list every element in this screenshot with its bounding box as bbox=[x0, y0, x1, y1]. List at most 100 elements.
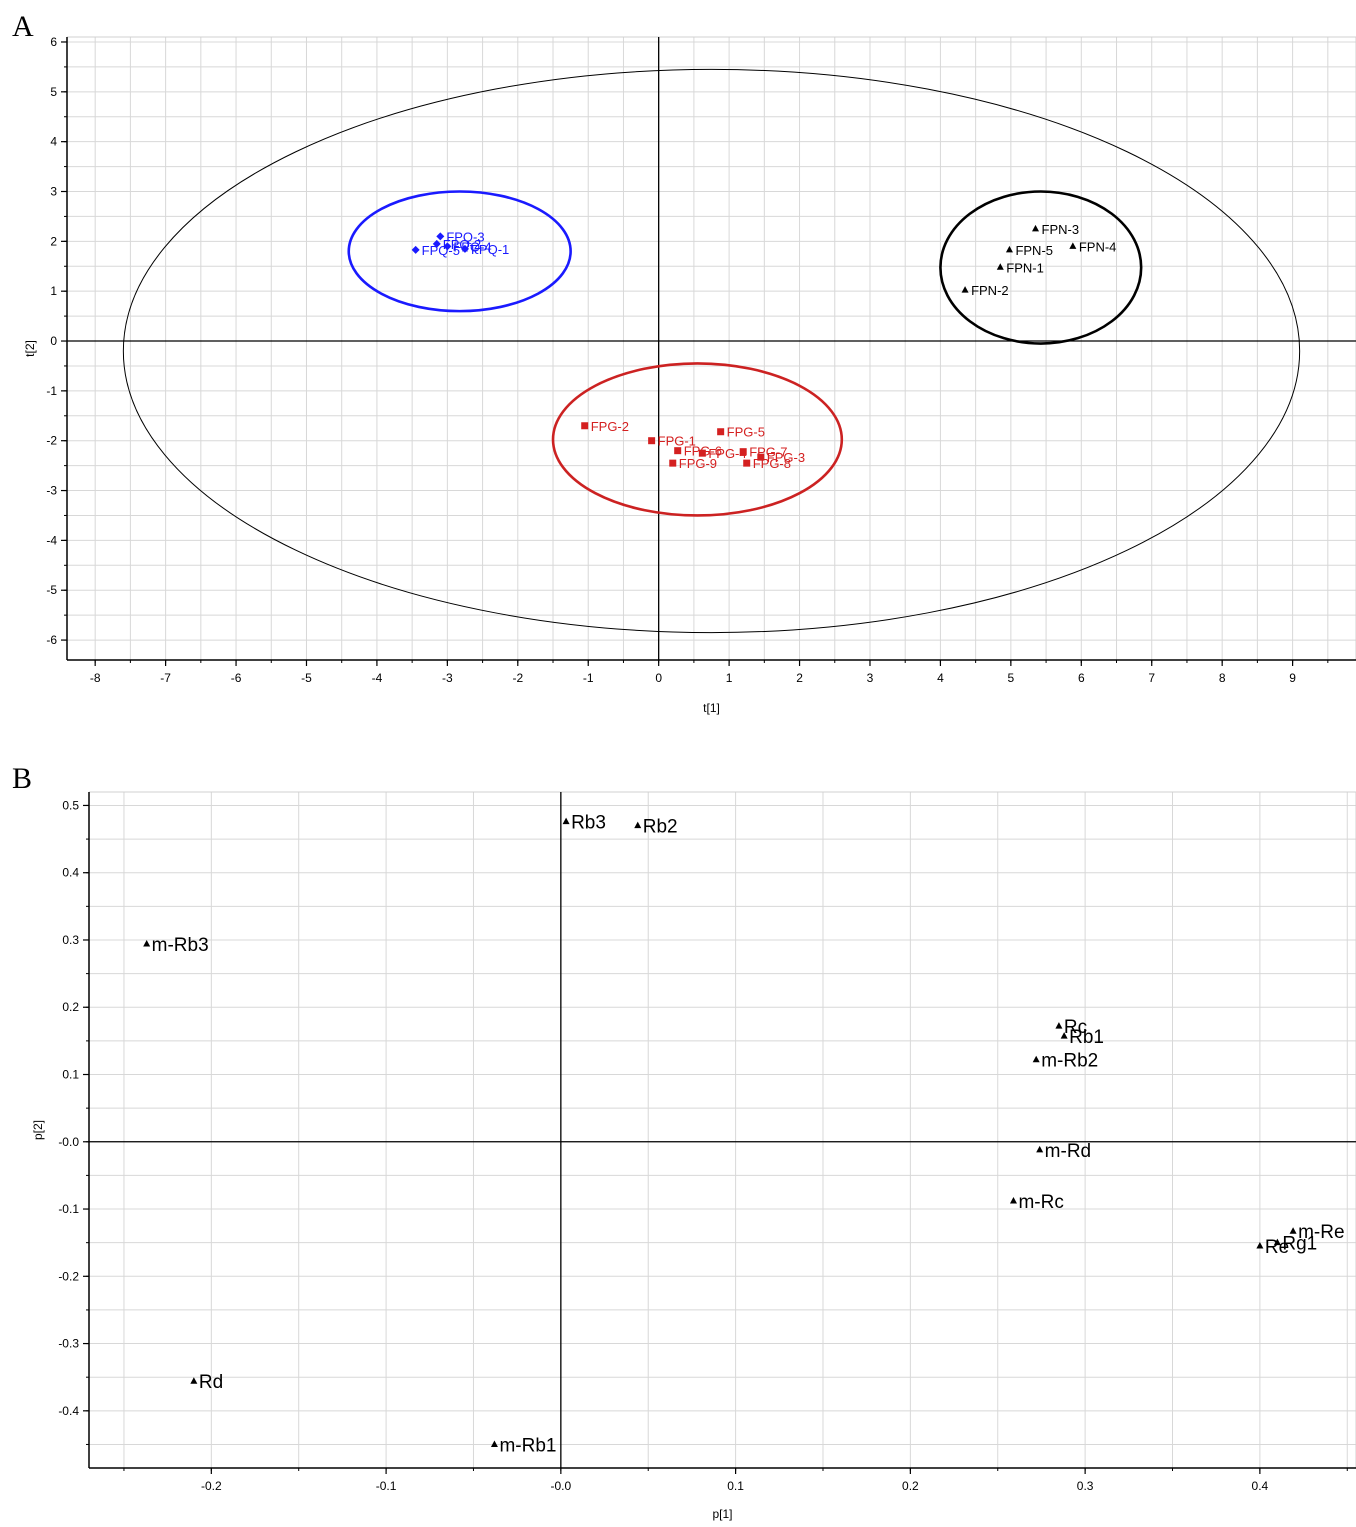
grid-lines bbox=[67, 37, 1356, 660]
x-axis-title: t[1] bbox=[703, 701, 720, 715]
data-point-label: FPG-2 bbox=[591, 419, 629, 434]
x-tick-label: -4 bbox=[372, 671, 383, 685]
data-point-label: FPN-3 bbox=[1042, 222, 1080, 237]
data-point-label: m-Re bbox=[1298, 1222, 1344, 1243]
y-tick-label: 0.2 bbox=[62, 1000, 79, 1014]
y-tick-label: 0.4 bbox=[62, 866, 79, 880]
data-point-marker bbox=[190, 1377, 198, 1384]
data-point-label: FPQ-2 bbox=[443, 237, 481, 252]
data-point-label: FPQ-3 bbox=[446, 229, 484, 244]
data-point-label: FPG-5 bbox=[727, 425, 765, 440]
x-tick-label: 0.3 bbox=[1077, 1479, 1094, 1493]
score-plot-chart: -8 -7 -6 -5 -4 -3 -2 -1 0 1 2 3 4 5 6 7 8 9 6 5 4 3 2 1 0 -1 -2 -3 -… bbox=[23, 35, 1356, 715]
y-tick-label: -5 bbox=[46, 583, 57, 597]
data-point-label: FPN-4 bbox=[1079, 239, 1117, 254]
data-point-label: FPN-1 bbox=[1006, 260, 1044, 275]
x-tick-label: -3 bbox=[442, 671, 453, 685]
x-tick-label: -1 bbox=[583, 671, 594, 685]
x-tick-label: 5 bbox=[1008, 671, 1015, 685]
data-point-label: Rg1 bbox=[1282, 1234, 1317, 1255]
x-tick-label: 7 bbox=[1148, 671, 1155, 685]
data-point-marker bbox=[1036, 1145, 1044, 1153]
data-point-label: FPQ-5 bbox=[422, 243, 460, 258]
data-point-marker bbox=[743, 459, 751, 467]
data-point-marker bbox=[581, 422, 589, 430]
data-point-marker bbox=[1055, 1022, 1063, 1029]
data-point-marker bbox=[1005, 245, 1013, 253]
y-tick-label: -0.1 bbox=[58, 1202, 79, 1216]
data-point-marker bbox=[1069, 242, 1077, 249]
panel-label-a: A bbox=[12, 10, 34, 43]
data-point-label: FPG-9 bbox=[679, 456, 717, 471]
data-point-marker bbox=[1032, 224, 1040, 232]
data-point-label: Rb1 bbox=[1069, 1027, 1104, 1048]
data-point-marker bbox=[436, 232, 445, 241]
data-point-label: Rb2 bbox=[643, 817, 678, 838]
data-point-marker bbox=[961, 286, 969, 293]
data-point-label: FPG-1 bbox=[658, 434, 696, 449]
x-tick-label: 0.4 bbox=[1252, 1479, 1269, 1493]
y-tick-label: -0.2 bbox=[58, 1269, 79, 1283]
data-point-marker bbox=[1060, 1032, 1068, 1039]
data-point-marker bbox=[757, 453, 765, 461]
x-tick-label: 6 bbox=[1078, 671, 1085, 685]
y-tick-label: -1 bbox=[46, 384, 57, 398]
hotelling-t2-ellipse bbox=[122, 68, 1301, 634]
y-tick-label: -0.0 bbox=[58, 1135, 79, 1149]
data-point-marker bbox=[669, 459, 677, 467]
data-point-marker bbox=[1273, 1238, 1281, 1246]
data-point-label: FPG-4 bbox=[708, 446, 746, 461]
y-tick-label: -0.4 bbox=[58, 1404, 79, 1418]
data-point-label: FPG-8 bbox=[753, 456, 791, 471]
data-point-marker bbox=[717, 428, 725, 436]
y-tick-label: 0.1 bbox=[62, 1068, 79, 1082]
data-point-marker bbox=[1009, 1196, 1017, 1204]
x-tick-label: 0.1 bbox=[727, 1479, 744, 1493]
y-tick-label: 4 bbox=[50, 135, 57, 149]
x-axis-title: p[1] bbox=[712, 1507, 732, 1521]
data-point-label: FPN-2 bbox=[971, 283, 1009, 298]
x-tick-label: 4 bbox=[937, 671, 944, 685]
y-tick-label: 3 bbox=[50, 185, 57, 199]
y-tick-label: 6 bbox=[50, 35, 57, 49]
x-tick-label: -0.0 bbox=[551, 1479, 572, 1493]
data-point-marker bbox=[674, 447, 682, 455]
data-point-marker bbox=[1256, 1242, 1264, 1249]
data-point-marker bbox=[698, 449, 706, 457]
group-circle-1 bbox=[939, 190, 1143, 345]
grid-lines bbox=[89, 792, 1356, 1468]
x-tick-label: -8 bbox=[90, 671, 101, 685]
data-point-label: m-Rb3 bbox=[152, 935, 209, 956]
data-point-marker bbox=[443, 242, 452, 251]
group-circle-2 bbox=[551, 362, 844, 517]
y-tick-label: 0.3 bbox=[62, 933, 79, 947]
x-tick-label: 0.2 bbox=[902, 1479, 919, 1493]
data-point-marker bbox=[634, 821, 642, 829]
data-point-label: m-Rc bbox=[1018, 1192, 1063, 1213]
x-tick-label: -5 bbox=[301, 671, 312, 685]
data-point-label: FPN-5 bbox=[1015, 243, 1053, 258]
x-tick-label: -2 bbox=[512, 671, 523, 685]
y-tick-label: 0.5 bbox=[62, 798, 79, 812]
x-tick-label: 8 bbox=[1219, 671, 1226, 685]
x-tick-label: -0.2 bbox=[201, 1479, 222, 1493]
data-point-marker bbox=[1289, 1227, 1297, 1234]
data-point-label: FPG-3 bbox=[767, 450, 805, 465]
x-tick-label: 3 bbox=[867, 671, 874, 685]
y-tick-label: 2 bbox=[50, 234, 57, 248]
x-tick-label: 9 bbox=[1289, 671, 1296, 685]
y-axis-title: p[2] bbox=[31, 1120, 45, 1140]
y-tick-label: -0.3 bbox=[58, 1337, 79, 1351]
data-point-marker bbox=[490, 1440, 498, 1447]
y-tick-label: -3 bbox=[46, 484, 57, 498]
data-point-marker bbox=[648, 437, 656, 445]
data-point-label: m-Rd bbox=[1045, 1141, 1091, 1162]
data-point-marker bbox=[460, 244, 469, 253]
data-point-label: m-Rb2 bbox=[1041, 1051, 1098, 1072]
data-point-label: FPQ-1 bbox=[471, 242, 509, 257]
data-point-label: m-Rb1 bbox=[499, 1435, 556, 1456]
group-circle-0 bbox=[347, 190, 572, 313]
